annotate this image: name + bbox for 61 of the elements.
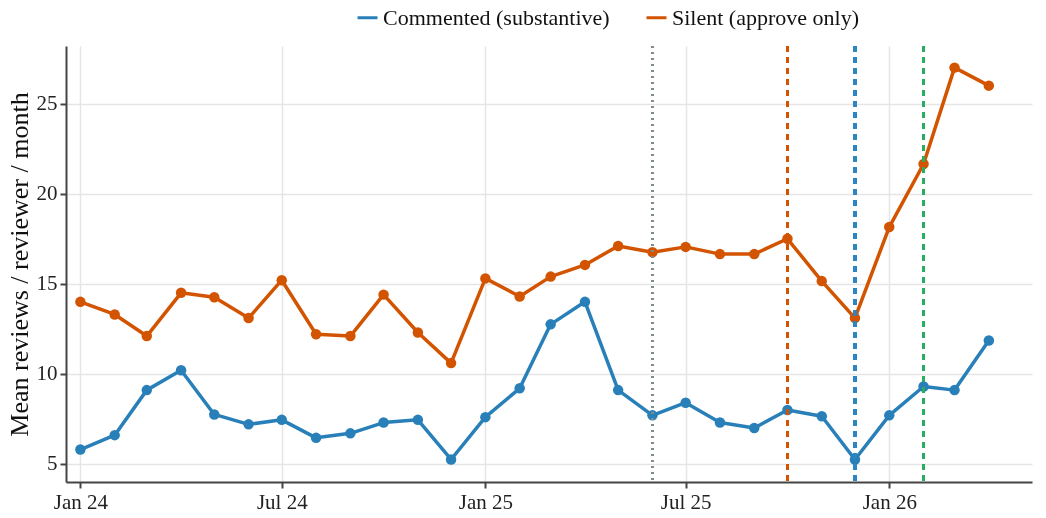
point xyxy=(749,248,760,260)
point xyxy=(345,428,356,439)
point xyxy=(141,330,153,342)
point xyxy=(141,384,153,396)
point xyxy=(514,383,525,394)
y-tick-label: 15 xyxy=(36,271,58,296)
y-tick-label: 5 xyxy=(47,451,58,476)
point xyxy=(445,454,457,465)
y-tick-label: 20 xyxy=(36,181,58,206)
legend-label: Commented (substantive) xyxy=(383,4,610,30)
point xyxy=(884,221,895,233)
x-tick-label: Jul 25 xyxy=(660,489,712,514)
point xyxy=(680,397,691,408)
point xyxy=(680,241,691,253)
y-tick-label: 25 xyxy=(36,91,58,116)
point xyxy=(949,384,960,396)
point xyxy=(612,384,624,396)
point xyxy=(884,410,895,421)
point xyxy=(749,422,760,434)
point xyxy=(243,419,254,430)
point xyxy=(75,444,86,455)
point xyxy=(310,329,322,340)
point xyxy=(545,271,556,282)
point xyxy=(378,417,389,428)
point xyxy=(480,411,491,423)
point xyxy=(412,414,424,426)
point xyxy=(714,417,726,428)
point xyxy=(276,414,288,426)
point xyxy=(983,80,995,91)
y-axis-title: Mean reviews / reviewer / month xyxy=(4,92,34,437)
y-tick-label: 10 xyxy=(36,361,58,386)
point xyxy=(175,365,187,376)
point xyxy=(378,289,389,300)
point xyxy=(310,432,322,444)
point xyxy=(209,409,220,420)
legend-label: Silent (approve only) xyxy=(672,4,859,30)
point xyxy=(480,273,491,284)
point xyxy=(514,291,525,302)
point xyxy=(816,411,827,422)
point xyxy=(949,62,960,73)
point xyxy=(209,292,220,303)
point xyxy=(714,248,726,260)
point xyxy=(545,319,556,330)
point xyxy=(109,429,120,441)
x-tick-label: Jan 26 xyxy=(862,489,917,514)
point xyxy=(412,327,424,338)
x-tick-label: Jan 25 xyxy=(458,489,513,514)
point xyxy=(243,312,254,324)
point xyxy=(579,296,591,308)
point xyxy=(612,240,624,252)
point xyxy=(109,309,120,320)
x-tick-label: Jul 24 xyxy=(256,489,309,514)
point xyxy=(276,274,288,286)
point xyxy=(816,275,827,287)
point xyxy=(983,335,995,346)
point xyxy=(579,259,591,271)
point xyxy=(445,357,457,369)
point xyxy=(175,287,187,299)
x-tick-label: Jan 24 xyxy=(53,489,109,514)
point xyxy=(75,296,86,308)
point xyxy=(345,330,356,342)
